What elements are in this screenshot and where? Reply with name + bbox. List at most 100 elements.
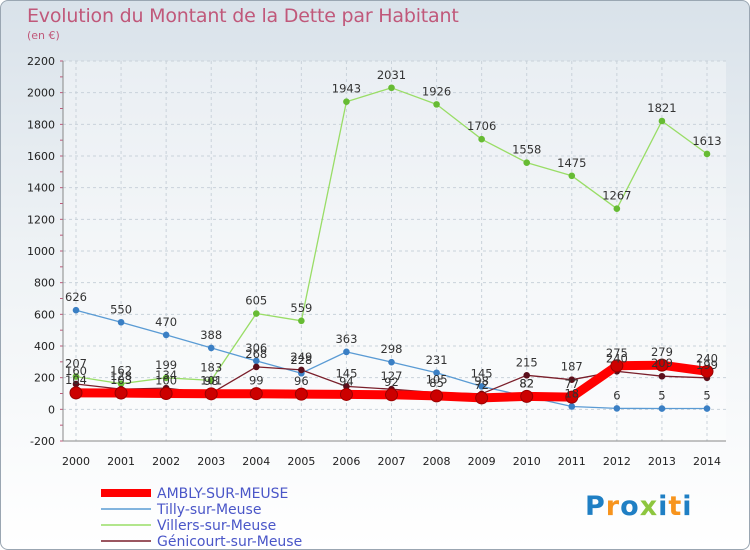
data-label: 231	[426, 353, 448, 367]
data-label: 228	[290, 353, 312, 367]
data-point	[658, 117, 666, 125]
data-label: 72	[474, 378, 489, 392]
data-point	[159, 387, 173, 400]
data-label: 1475	[557, 156, 586, 170]
data-label: 103	[110, 373, 132, 387]
data-point	[298, 317, 305, 325]
data-point	[613, 405, 621, 412]
data-point	[655, 358, 669, 372]
x-tick-label: 2008	[423, 455, 451, 468]
data-point	[430, 389, 444, 403]
data-point	[252, 310, 260, 317]
data-label: 215	[516, 355, 538, 369]
data-point	[388, 358, 395, 366]
data-label: 101	[200, 373, 222, 387]
data-point	[117, 380, 125, 387]
data-point	[703, 150, 711, 158]
proxiti-logo: Proxiti	[585, 491, 693, 522]
data-point	[72, 306, 80, 314]
data-label: 626	[65, 290, 87, 304]
y-tick-label: 0	[48, 403, 55, 416]
y-tick-label: 2000	[27, 87, 55, 100]
data-label: 92	[384, 375, 399, 389]
x-tick-label: 2006	[332, 455, 360, 468]
data-point	[700, 364, 714, 378]
data-label: 298	[381, 342, 403, 356]
data-label: 94	[339, 374, 354, 388]
data-label: 279	[651, 345, 673, 359]
data-label: 605	[245, 294, 267, 308]
data-point	[162, 374, 170, 382]
data-label: 77	[564, 377, 579, 391]
y-tick-label: 1800	[27, 118, 55, 131]
y-tick-label: 200	[34, 372, 55, 385]
data-label: 240	[606, 351, 628, 365]
data-label: 470	[155, 315, 177, 329]
data-point	[385, 388, 398, 402]
data-point	[207, 344, 215, 352]
data-point	[568, 376, 576, 384]
data-point	[114, 386, 128, 400]
data-label: 145	[335, 366, 357, 380]
legend-label: Génicourt-sur-Meuse	[157, 534, 302, 550]
data-label: 5	[658, 389, 665, 403]
data-point	[294, 387, 308, 401]
data-point	[252, 363, 260, 371]
x-tick-label: 2012	[603, 455, 631, 468]
data-label: 134	[155, 368, 177, 382]
data-point	[162, 331, 170, 339]
data-label: 5	[703, 389, 710, 403]
x-tick-label: 2007	[378, 455, 406, 468]
data-label: 199	[155, 358, 177, 372]
data-point	[343, 348, 350, 356]
data-label: 268	[245, 347, 267, 361]
y-tick-label: 1000	[27, 245, 55, 258]
x-tick-label: 2002	[152, 455, 180, 468]
data-point	[703, 405, 711, 412]
data-point	[658, 405, 666, 412]
logo-letter: r	[605, 491, 621, 522]
chart-subtitle: (en €)	[27, 29, 60, 42]
data-point	[610, 359, 624, 373]
data-point	[520, 389, 534, 403]
data-point	[117, 318, 125, 326]
data-label: 550	[110, 302, 132, 316]
logo-letter: i	[682, 491, 693, 522]
y-tick-label: 2200	[27, 55, 55, 68]
data-label: 1926	[422, 84, 451, 98]
data-point	[72, 380, 80, 388]
data-label: 199	[696, 358, 718, 372]
x-tick-label: 2010	[513, 455, 541, 468]
data-label: 1558	[512, 143, 541, 157]
data-label: 145	[471, 366, 493, 380]
data-label: 82	[519, 376, 534, 390]
legend-label: AMBLY-SUR-MEUSE	[157, 486, 288, 502]
chart-title: Evolution du Montant de la Dette par Hab…	[27, 5, 459, 27]
x-tick-label: 2003	[197, 455, 225, 468]
data-point	[433, 101, 440, 108]
data-label: 1267	[602, 189, 631, 203]
legend-label: Villers-sur-Meuse	[157, 518, 276, 534]
data-label: 207	[65, 357, 87, 371]
x-tick-label: 2004	[242, 455, 270, 468]
data-point	[204, 387, 218, 401]
data-label: 388	[200, 328, 222, 342]
data-point	[475, 391, 489, 405]
data-label: 100	[155, 374, 177, 388]
x-tick-label: 2005	[287, 455, 315, 468]
data-label: 1943	[332, 82, 361, 96]
logo-letter: t	[668, 491, 683, 522]
logo-letter: o	[620, 491, 640, 522]
data-point	[478, 135, 485, 143]
data-label: 1821	[647, 101, 676, 115]
legend-label: Tilly-sur-Meuse	[156, 502, 261, 518]
data-label: 85	[429, 376, 444, 390]
data-point	[523, 371, 531, 379]
data-point	[568, 172, 576, 180]
x-tick-label: 2001	[107, 455, 135, 468]
data-label: 162	[110, 364, 132, 378]
data-point	[658, 372, 666, 380]
data-label: 98	[204, 374, 219, 388]
